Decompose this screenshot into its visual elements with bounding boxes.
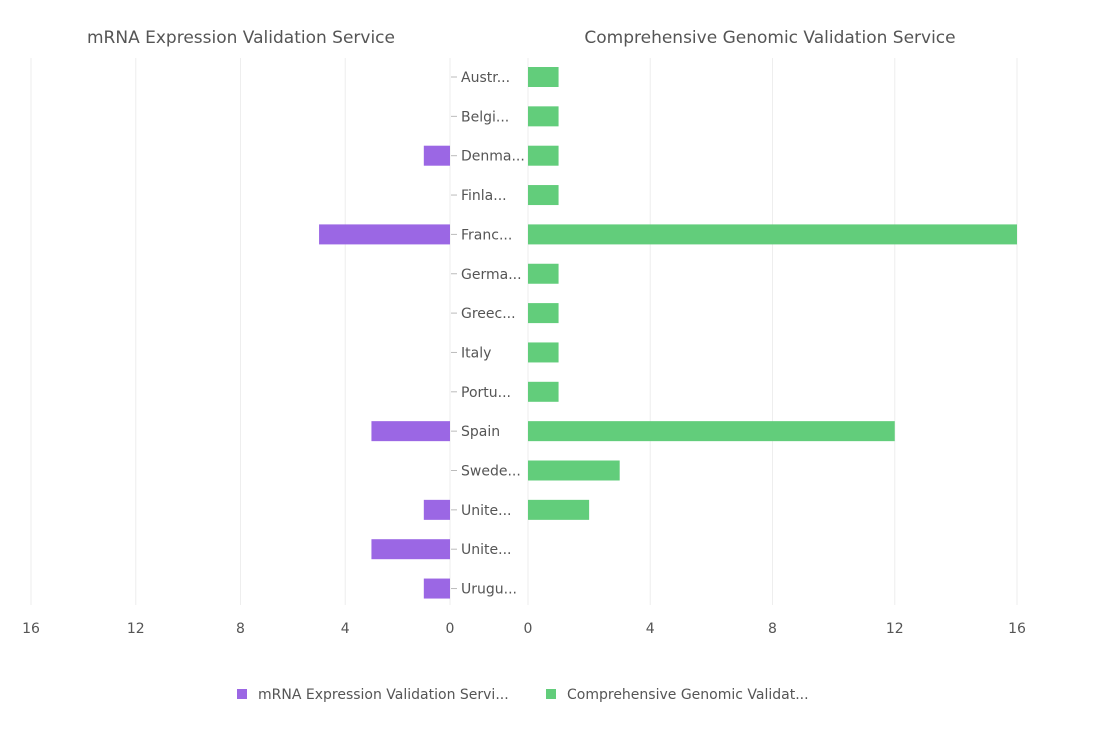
bar-genomic [528, 263, 559, 284]
category-label: Denma... [461, 149, 525, 165]
tick-label-right: 12 [886, 621, 904, 637]
left-panel-title: mRNA Expression Validation Service [87, 28, 395, 48]
bar-genomic [528, 67, 559, 87]
tick-label-left: 4 [341, 621, 350, 637]
bar-mrna [423, 499, 450, 520]
tick-label-right: 4 [646, 621, 655, 637]
legend-label-genomic: Comprehensive Genomic Validat... [567, 687, 809, 703]
category-label: Unite... [461, 542, 511, 558]
tick-label-left: 8 [236, 621, 245, 637]
right-panel-title: Comprehensive Genomic Validation Service [584, 28, 955, 48]
bar-genomic [528, 303, 559, 324]
legend-label-mrna: mRNA Expression Validation Servi... [258, 687, 509, 703]
bar-mrna [371, 539, 450, 560]
bar-genomic [528, 499, 590, 520]
bar-genomic [528, 381, 559, 402]
tick-label-right: 0 [524, 621, 533, 637]
category-label: Urugu... [461, 582, 517, 598]
bar-genomic [528, 106, 559, 127]
bar-genomic [528, 342, 559, 363]
category-label: Germa... [461, 267, 522, 283]
category-label: Swede... [461, 464, 521, 480]
tick-label-left: 0 [446, 621, 455, 637]
legend-swatch-mrna [237, 689, 247, 699]
bar-genomic [528, 145, 559, 166]
tick-label-left: 12 [127, 621, 145, 637]
category-label: Greec... [461, 306, 516, 322]
bar-mrna [423, 145, 450, 166]
category-label: Unite... [461, 503, 511, 519]
tick-label-left: 16 [22, 621, 40, 637]
category-label: Spain [461, 424, 500, 440]
category-label: Finla... [461, 188, 507, 204]
category-label: Belgi... [461, 109, 509, 125]
bar-mrna [319, 224, 450, 245]
legend-swatch-genomic [546, 689, 556, 699]
category-label: Italy [461, 345, 491, 361]
category-label: Portu... [461, 385, 511, 401]
bar-mrna [371, 421, 450, 442]
bar-genomic [528, 185, 559, 206]
category-label: Franc... [461, 227, 512, 243]
bar-mrna [423, 578, 450, 599]
tick-label-right: 16 [1008, 621, 1026, 637]
category-label: Austr... [461, 70, 510, 86]
bar-genomic [528, 460, 620, 481]
bar-genomic [528, 224, 1017, 245]
bar-genomic [528, 421, 895, 442]
tick-label-right: 8 [768, 621, 777, 637]
